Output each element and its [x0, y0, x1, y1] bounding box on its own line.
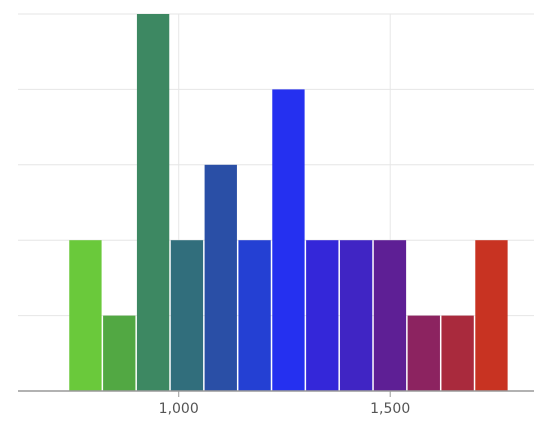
histogram-bar[interactable]: [306, 240, 339, 391]
histogram-bar[interactable]: [407, 315, 440, 391]
histogram-bar[interactable]: [373, 240, 407, 391]
histogram-bar[interactable]: [170, 240, 204, 391]
histogram-bar[interactable]: [475, 240, 508, 391]
histogram-bar[interactable]: [204, 164, 237, 391]
histogram-bar[interactable]: [272, 89, 305, 392]
histogram-bar[interactable]: [238, 240, 271, 391]
bars-layer: [69, 14, 508, 392]
histogram-bar[interactable]: [103, 315, 136, 391]
histogram-bar[interactable]: [69, 240, 102, 391]
x-tick-label: 1,000: [159, 401, 199, 417]
x-tick-layer: 1,000 1,500: [159, 391, 410, 417]
histogram-bar[interactable]: [339, 240, 373, 391]
histogram-bar[interactable]: [136, 14, 170, 391]
x-tick-label: 1,500: [370, 401, 410, 417]
histogram-bar[interactable]: [441, 315, 474, 391]
